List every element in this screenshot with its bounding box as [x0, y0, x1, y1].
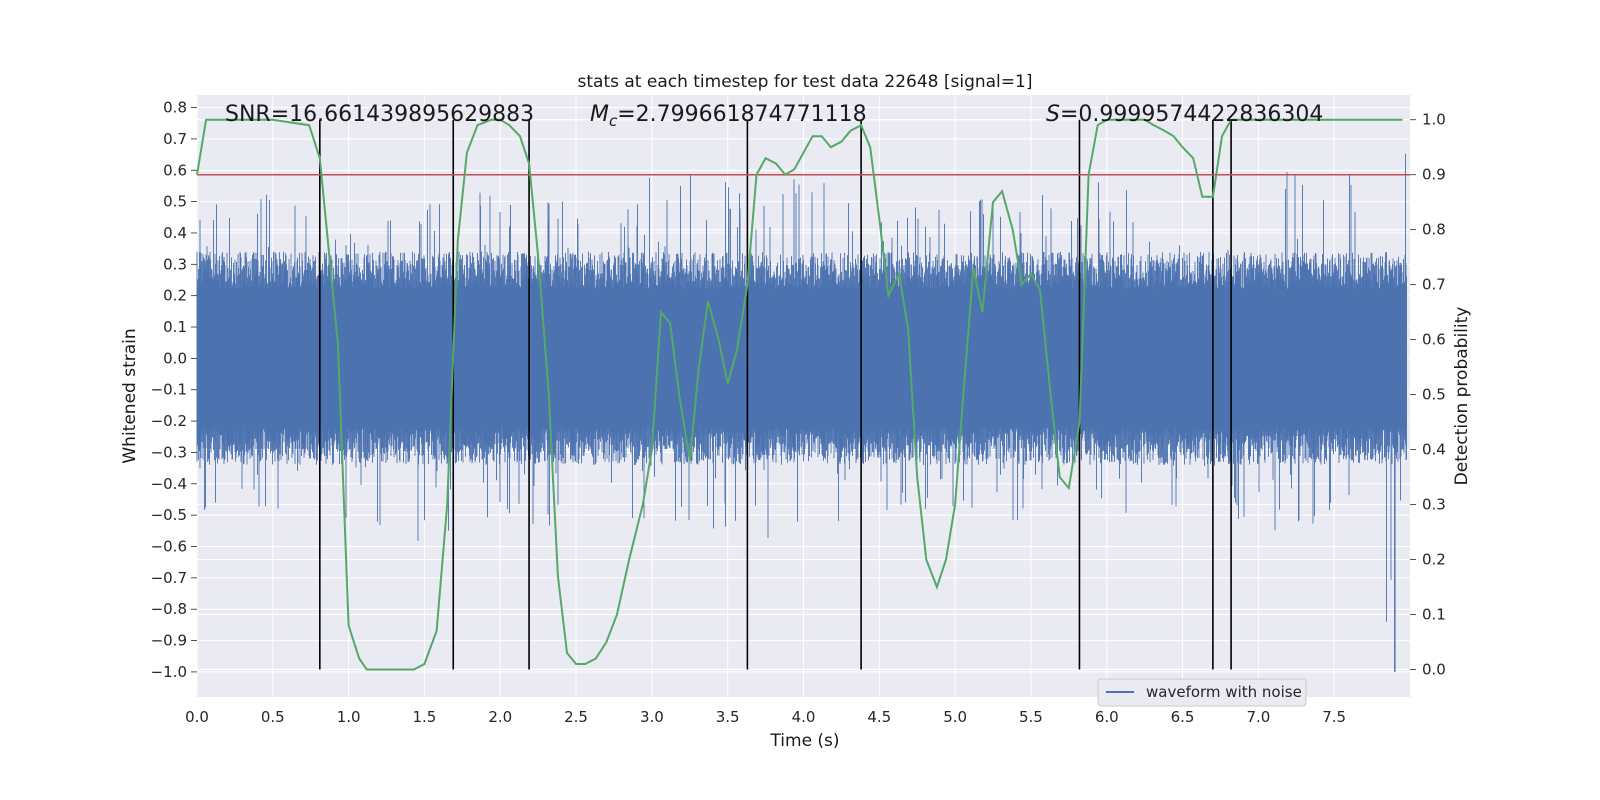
chirp-mass-symbol: M	[590, 102, 609, 127]
s-annotation: S=0.9999574422836304	[1046, 102, 1323, 127]
y-left-tick-label: 0.4	[163, 224, 187, 242]
y-right-tick-label: 0.5	[1422, 386, 1446, 404]
y-left-tick-label: −0.8	[151, 600, 187, 618]
x-axis-label: Time (s)	[769, 731, 839, 751]
y-left-tick-label: 0.2	[163, 287, 187, 305]
y-right-tick-label: 0.3	[1422, 496, 1446, 514]
y-left-axis-label: Whitened strain	[120, 328, 140, 463]
legend-label-waveform: waveform with noise	[1146, 683, 1302, 701]
x-tick-label: 6.0	[1095, 708, 1119, 726]
legend-box	[1097, 678, 1307, 707]
x-tick-label: 2.0	[488, 708, 512, 726]
y-right-tick-label: 0.0	[1422, 661, 1446, 679]
y-left-tick-label: 0.0	[163, 349, 187, 367]
x-tick-label: 6.5	[1171, 708, 1195, 726]
x-tick-label: 3.0	[640, 708, 664, 726]
y-left-tick-label: 0.3	[163, 255, 187, 273]
legend: waveform with noise	[1097, 678, 1307, 707]
y-left-tick-label: 0.5	[163, 193, 187, 211]
x-tick-label: 1.0	[337, 708, 361, 726]
x-tick-label: 4.5	[867, 708, 891, 726]
y-left-tick-label: −0.5	[151, 506, 187, 524]
chirp-mass-annotation: Mc=2.799661874771118	[590, 102, 867, 130]
y-right-tick-label: 0.7	[1422, 276, 1446, 294]
snr-annotation: SNR=16.661439895629883	[225, 102, 534, 127]
y-right-tick-label: 0.1	[1422, 606, 1446, 624]
strain-series	[196, 153, 1407, 672]
y-right-tick-label: 0.6	[1422, 331, 1446, 349]
y-left-tick-label: −0.9	[151, 632, 187, 650]
s-value: =0.9999574422836304	[1060, 102, 1323, 127]
x-tick-label: 3.5	[716, 708, 740, 726]
y-right-tick-label: 0.4	[1422, 441, 1446, 459]
y-right-tick-labels: 1.0 0.9 0.8 0.7 0.6 0.5 0.4 0.3 0.2 0.1 0.0	[1410, 111, 1446, 679]
y-left-tick-label: −0.1	[151, 381, 187, 399]
x-tick-label: 2.5	[564, 708, 588, 726]
y-right-tick-label: 0.9	[1422, 166, 1446, 184]
y-left-tick-label: −0.6	[151, 538, 187, 556]
y-right-tick-label: 1.0	[1422, 111, 1446, 129]
y-left-tick-label: −1.0	[151, 663, 187, 681]
strain-dense-band	[197, 289, 1407, 428]
y-right-axis-label: Detection probability	[1452, 307, 1472, 486]
x-tick-label: 7.5	[1322, 708, 1346, 726]
x-tick-labels: 0.0 0.5 1.0 1.5 2.0 2.5 3.0 3.5 4.0 4.5 5.0 5.5 6.0 6…	[185, 708, 1346, 726]
y-left-tick-label: 0.1	[163, 318, 187, 336]
x-tick-label: 5.5	[1019, 708, 1043, 726]
probability-series-line	[196, 118, 1403, 671]
y-left-tick-label: −0.7	[151, 569, 187, 587]
x-tick-label: 1.5	[413, 708, 437, 726]
y-left-tick-labels: 0.8 0.7 0.6 0.5 0.4 0.3 0.2 0.1 0.0 −0.1 −0.2 −0.3 −…	[151, 99, 197, 681]
y-right-tick-label: 0.2	[1422, 551, 1446, 569]
chirp-mass-value: =2.799661874771118	[617, 102, 866, 127]
x-tick-label: 0.5	[261, 708, 285, 726]
y-left-tick-label: −0.2	[151, 412, 187, 430]
y-left-tick-label: −0.3	[151, 443, 187, 461]
x-tick-label: 5.0	[943, 708, 967, 726]
y-left-tick-label: 0.6	[163, 161, 187, 179]
x-tick-label: 4.0	[792, 708, 816, 726]
chart-title: stats at each timestep for test data 226…	[578, 72, 1033, 92]
y-right-tick-label: 0.8	[1422, 221, 1446, 239]
x-tick-label: 0.0	[185, 708, 209, 726]
vertical-markers	[319, 119, 1232, 670]
chirp-mass-subscript: c	[609, 112, 618, 130]
s-symbol: S	[1046, 102, 1060, 127]
y-left-tick-label: 0.8	[163, 99, 187, 117]
x-tick-label: 7.0	[1246, 708, 1270, 726]
y-left-tick-label: 0.7	[163, 130, 187, 148]
y-left-tick-label: −0.4	[151, 475, 187, 493]
